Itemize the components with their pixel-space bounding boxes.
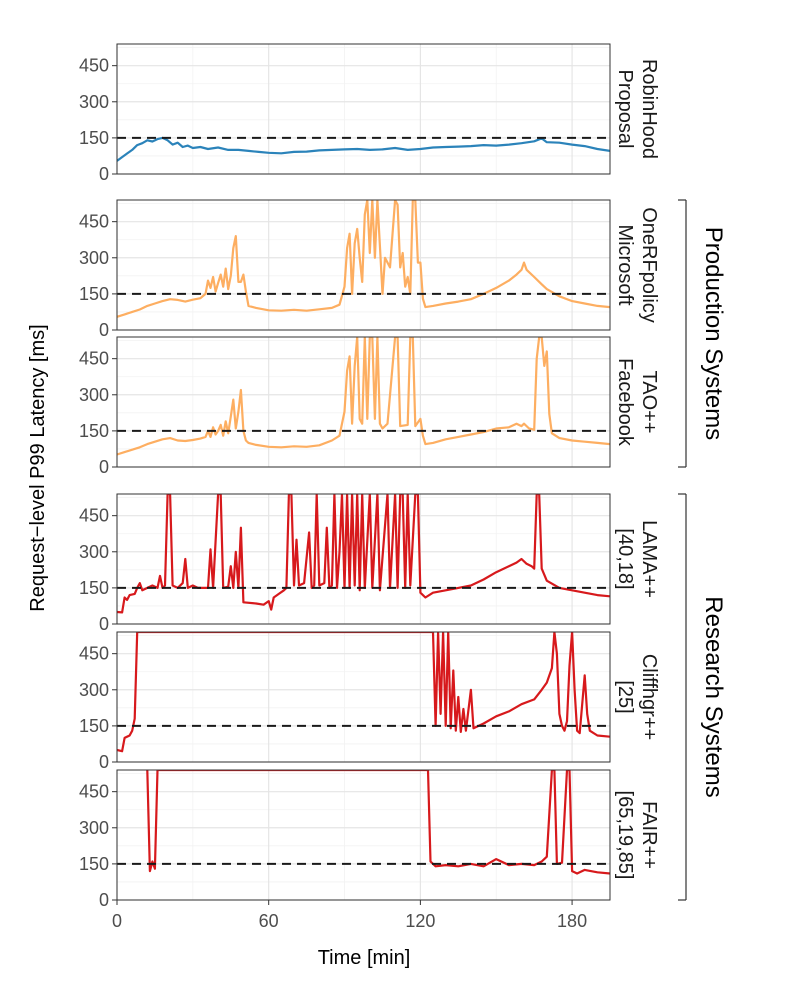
group-bracket-0: Production Systems — [678, 199, 727, 468]
panel-label: RobinHoodProposal — [614, 59, 660, 159]
panel-label-line: [65,19,85] — [614, 791, 636, 880]
y-tick-label: 150 — [79, 421, 109, 441]
y-tick-label: 150 — [79, 578, 109, 598]
y-tick-label: 0 — [99, 320, 109, 340]
y-tick-label: 300 — [79, 385, 109, 405]
panel-label: Cliffhgr++[25] — [614, 654, 660, 740]
panel-background — [117, 770, 610, 900]
panel-2: 0 150 300 450 TAO++Facebook — [79, 336, 660, 477]
panel-border — [116, 199, 611, 331]
panel-label-line: LAMA++ — [638, 520, 660, 598]
x-tick-label: 60 — [259, 911, 279, 931]
x-tick-label: 120 — [405, 911, 435, 931]
y-tick-label: 150 — [79, 128, 109, 148]
panel-label-line: TAO++ — [638, 371, 660, 434]
y-tick-label: 300 — [79, 542, 109, 562]
x-axis: 0 60 120 180 — [112, 900, 587, 931]
y-axis-title: Request−level P99 Latency [ms] — [27, 324, 49, 611]
panel-3: 0 150 300 450 LAMA++[40,18] — [79, 493, 660, 634]
y-tick-label: 0 — [99, 457, 109, 477]
panel-label-line: FAIR++ — [638, 801, 660, 869]
panel-label-line: OneRFpolicy — [638, 207, 660, 323]
y-tick-label: 450 — [79, 644, 109, 664]
panel-border — [116, 493, 611, 625]
panel-label-line: RobinHood — [638, 59, 660, 159]
panel-1: 0 150 300 450 OneRFpolicyMicrosoft — [79, 199, 660, 340]
panel-0: 0 150 300 450 RobinHoodProposal — [79, 43, 660, 184]
group-bracket-1: Research Systems — [678, 493, 727, 901]
panel-label-line: Facebook — [614, 358, 636, 447]
y-tick-label: 300 — [79, 92, 109, 112]
panel-label: OneRFpolicyMicrosoft — [614, 207, 660, 323]
y-tick-label: 450 — [79, 56, 109, 76]
panel-label: LAMA++[40,18] — [614, 520, 660, 598]
y-tick-label: 150 — [79, 716, 109, 736]
y-tick-label: 150 — [79, 284, 109, 304]
y-tick-label: 0 — [99, 890, 109, 910]
y-tick-label: 0 — [99, 752, 109, 772]
panel-label: TAO++Facebook — [614, 358, 660, 447]
system-group-brackets: Production Systems Research Systems — [678, 199, 727, 901]
panel-5: 0 150 300 450 FAIR++[65,19,85] — [79, 769, 660, 910]
group-label: Production Systems — [700, 227, 727, 440]
y-tick-label: 300 — [79, 248, 109, 268]
panel-label: FAIR++[65,19,85] — [614, 791, 660, 880]
y-tick-label: 450 — [79, 506, 109, 526]
panel-border — [116, 631, 611, 763]
y-tick-label: 450 — [79, 212, 109, 232]
x-axis-title: Time [min] — [318, 947, 411, 969]
panel-border — [116, 769, 611, 901]
x-tick-label: 0 — [112, 911, 122, 931]
series-line — [117, 494, 610, 614]
panel-label-line: [25] — [614, 680, 636, 713]
panel-background — [117, 44, 610, 174]
y-tick-label: 0 — [99, 164, 109, 184]
y-tick-label: 300 — [79, 680, 109, 700]
panel-border — [116, 336, 611, 468]
group-label: Research Systems — [700, 596, 727, 797]
x-tick-label: 180 — [557, 911, 587, 931]
panel-label-line: Cliffhgr++ — [638, 654, 660, 740]
y-tick-label: 300 — [79, 818, 109, 838]
chart-panels: 0 150 300 450 RobinHoodProposal 0 150 300 450 One… — [79, 43, 660, 910]
panel-label-line: Microsoft — [614, 224, 636, 306]
series-line — [117, 136, 610, 162]
panel-label-line: [40,18] — [614, 528, 636, 589]
panel-4: 0 150 300 450 Cliffhgr++[25] — [79, 631, 660, 772]
y-tick-label: 450 — [79, 782, 109, 802]
series-line — [117, 200, 610, 318]
y-tick-label: 0 — [99, 614, 109, 634]
panel-label-line: Proposal — [614, 70, 636, 149]
panel-border — [116, 43, 611, 175]
y-tick-label: 450 — [79, 349, 109, 369]
y-tick-label: 150 — [79, 854, 109, 874]
